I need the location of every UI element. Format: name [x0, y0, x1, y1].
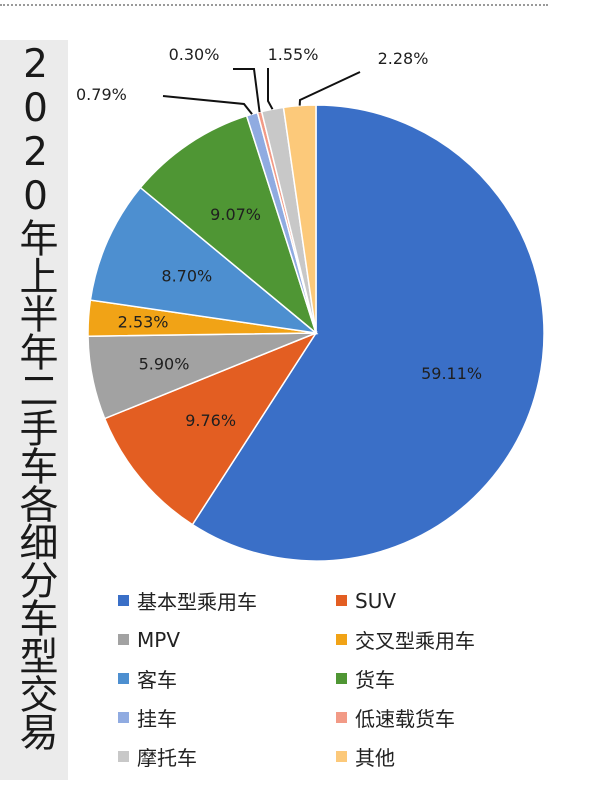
- slice-label: 9.76%: [185, 411, 236, 430]
- slice-label: 2.53%: [118, 313, 169, 332]
- legend-swatch: [336, 751, 347, 762]
- slice-label: 0.30%: [169, 45, 220, 64]
- legend-item: 基本型乘用车: [118, 585, 336, 616]
- top-dotted-border: [0, 4, 548, 6]
- legend-swatch: [118, 595, 129, 606]
- pie-slice: [139, 114, 318, 336]
- legend-label: 交叉型乘用车: [355, 629, 475, 653]
- title-band: [0, 40, 68, 780]
- legend-item: 客车: [118, 663, 336, 694]
- legend-label: 低速载货车: [355, 707, 455, 731]
- legend-label: 客车: [137, 668, 177, 692]
- legend-swatch: [118, 712, 129, 723]
- legend-label: 其他: [355, 746, 395, 770]
- slice-label: 8.70%: [161, 267, 212, 286]
- legend-swatch: [118, 751, 129, 762]
- leader-line: [298, 71, 361, 106]
- legend-label: 摩托车: [137, 746, 197, 770]
- legend-swatch: [336, 595, 347, 606]
- legend-item: 挂车: [118, 702, 336, 733]
- leader-line: [267, 68, 274, 110]
- slice-label: 2.28%: [378, 49, 429, 68]
- slice-label: 1.55%: [268, 45, 319, 64]
- leader-line: [233, 68, 261, 113]
- legend-item: MPV: [118, 624, 336, 655]
- leader-line: [162, 95, 253, 115]
- pie-slice: [103, 331, 318, 526]
- legend-label: 货车: [355, 668, 395, 692]
- slice-label: 5.90%: [139, 355, 190, 374]
- legend-item: 交叉型乘用车: [336, 624, 554, 655]
- legend: 基本型乘用车 SUV MPV 交叉型乘用车客车 货车挂车 低速载货车摩托车 其他: [118, 585, 578, 772]
- legend-swatch: [336, 712, 347, 723]
- legend-item: 货车: [336, 663, 554, 694]
- slice-label: 0.79%: [76, 85, 127, 104]
- legend-swatch: [118, 673, 129, 684]
- legend-swatch: [336, 673, 347, 684]
- pie-chart: 59.11% 9.76% 5.90% 2.53% 8.70% 9.07% 0.79% 0.30…: [76, 45, 545, 562]
- slice-label: 59.11%: [421, 364, 482, 383]
- legend-swatch: [336, 634, 347, 645]
- legend-label: 挂车: [137, 707, 177, 731]
- legend-item: 低速载货车: [336, 702, 554, 733]
- legend-item: 摩托车: [118, 741, 336, 772]
- legend-label: SUV: [355, 588, 397, 613]
- legend-label: 基本型乘用车: [137, 590, 257, 614]
- slice-label: 9.07%: [210, 205, 261, 224]
- legend-swatch: [118, 634, 129, 645]
- legend-label: MPV: [137, 627, 180, 652]
- pie-slice: [89, 186, 319, 335]
- legend-item: 其他: [336, 741, 554, 772]
- pie-slice: [191, 104, 545, 562]
- legend-item: SUV: [336, 585, 554, 616]
- chart-title: 2020年上半年二手车各细分车型交易量占比: [13, 42, 58, 750]
